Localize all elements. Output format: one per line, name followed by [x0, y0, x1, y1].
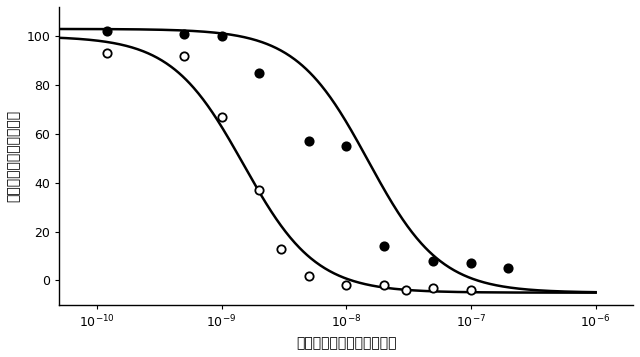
Y-axis label: 相対ＩＬ－６活性（％）: 相対ＩＬ－６活性（％）: [7, 110, 21, 202]
X-axis label: ＳＯＭＡｍｅｒ濃度（Ｍ）: ＳＯＭＡｍｅｒ濃度（Ｍ）: [296, 336, 396, 350]
